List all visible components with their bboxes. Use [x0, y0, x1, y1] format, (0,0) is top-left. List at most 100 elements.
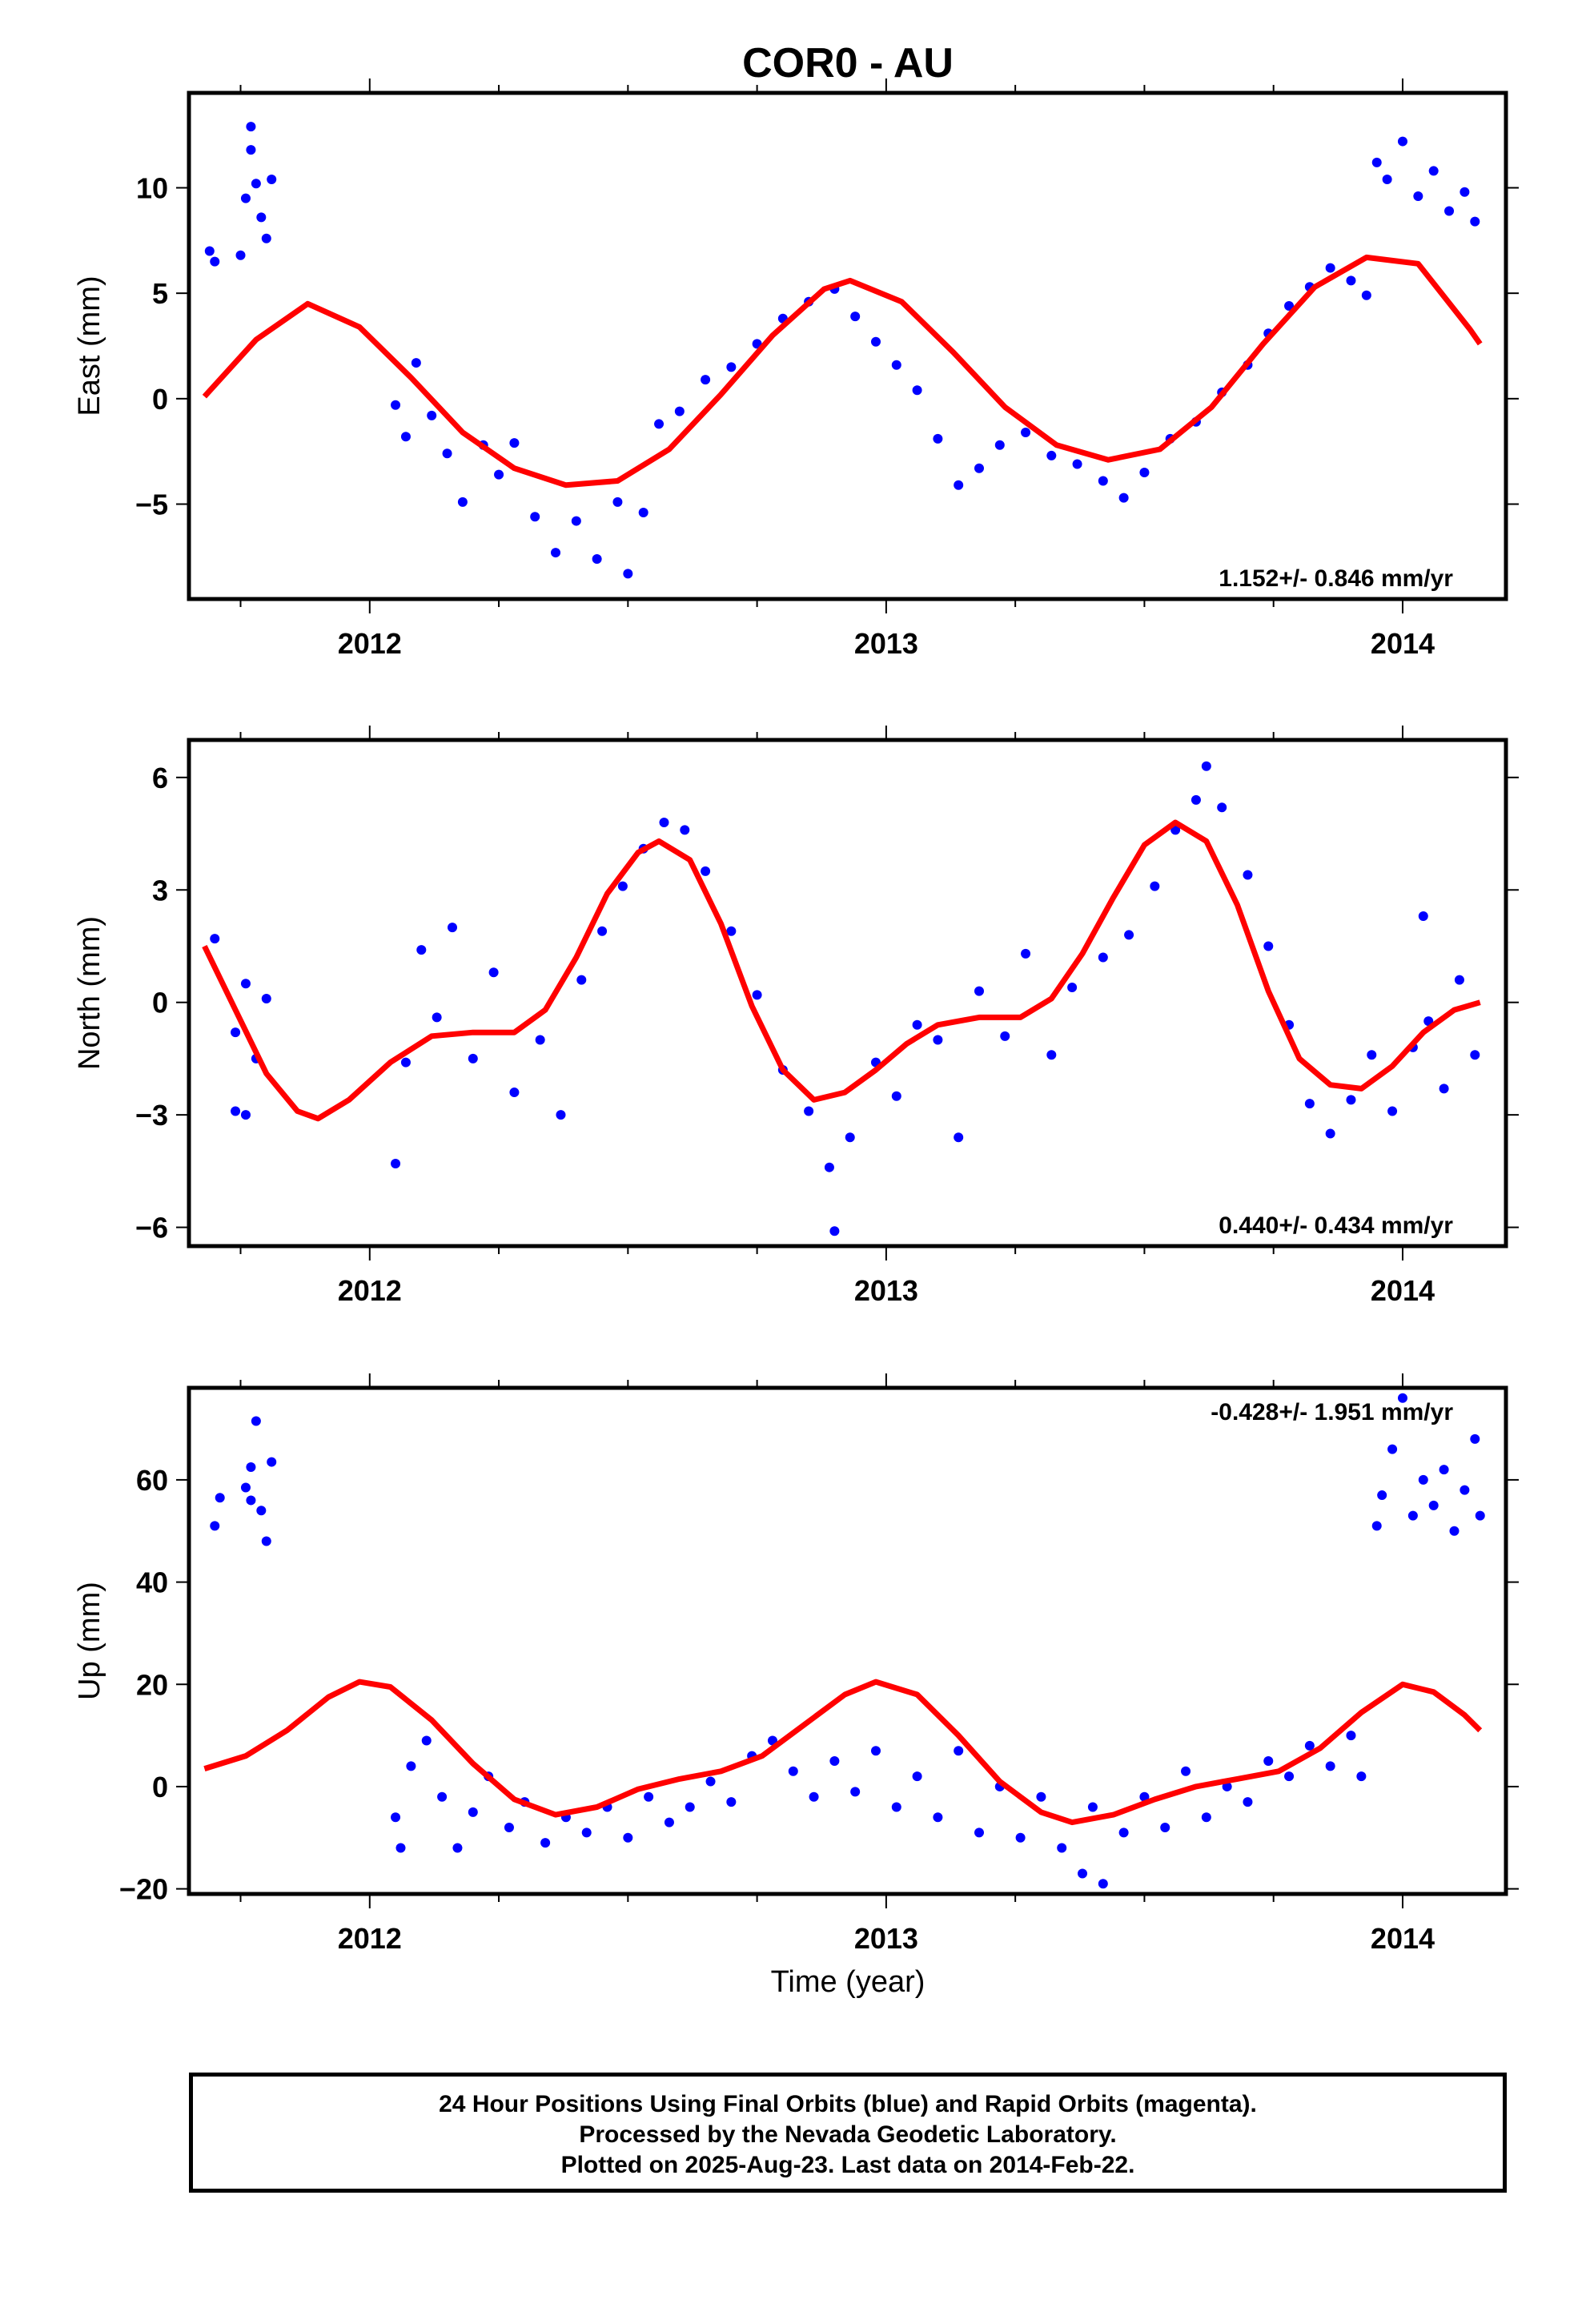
data-point	[845, 1132, 855, 1143]
data-point	[617, 881, 628, 891]
data-point	[457, 497, 468, 507]
panel-east: 2012 2013 2014 −5 0 5 10 East (mm) 1.152+/- 0.84…	[73, 78, 1519, 660]
data-point	[829, 1226, 840, 1236]
data-point	[850, 312, 861, 322]
panel-up: 2012 2013 2014 −20 0 20 40 60 Up (mm) -0.428+/- 1…	[73, 1373, 1519, 1955]
y-tick-label: 0	[152, 1771, 168, 1803]
data-point	[612, 497, 623, 507]
data-point	[256, 1506, 267, 1516]
data-point	[1046, 450, 1057, 460]
data-point	[912, 385, 922, 396]
data-point	[1346, 1731, 1356, 1741]
rate-label: 1.152+/- 0.846 mm/yr	[1219, 565, 1453, 592]
data-point	[933, 1812, 943, 1823]
data-point	[1387, 1444, 1398, 1454]
data-point	[1382, 174, 1392, 184]
data-point	[1139, 1791, 1150, 1802]
y-tick-label: 0	[152, 987, 168, 1019]
data-point	[437, 1791, 448, 1802]
data-point	[1387, 1106, 1398, 1116]
y-axis-label: Up (mm)	[73, 1582, 106, 1700]
data-point	[726, 1797, 737, 1807]
data-point	[210, 256, 220, 267]
data-point	[592, 553, 602, 564]
data-point	[1072, 459, 1082, 469]
x-tick-label: 2014	[1371, 1922, 1435, 1955]
data-point	[674, 406, 685, 416]
caption-box: 24 Hour Positions Using Final Orbits (bl…	[189, 2073, 1507, 2193]
data-point	[680, 825, 690, 835]
data-point	[442, 448, 452, 459]
y-tick-label: 60	[136, 1464, 168, 1497]
data-point	[556, 1110, 566, 1120]
data-point	[1087, 1802, 1098, 1812]
data-point	[1098, 476, 1108, 486]
data-point	[421, 1735, 432, 1746]
data-point	[638, 508, 648, 518]
model-fit-line	[202, 254, 1483, 489]
data-point	[1118, 493, 1129, 503]
y-tick-label: 5	[152, 277, 168, 310]
data-point	[1036, 1791, 1046, 1802]
data-point	[261, 994, 271, 1004]
data-point	[1428, 1500, 1439, 1510]
data-point	[391, 400, 401, 410]
data-point	[1021, 427, 1031, 437]
data-point	[235, 250, 246, 260]
data-point	[912, 1019, 922, 1030]
data-point	[1160, 1823, 1170, 1833]
data-point	[705, 1776, 716, 1787]
data-point	[267, 1457, 277, 1467]
data-point	[400, 432, 411, 442]
data-point	[1428, 166, 1439, 176]
data-point	[850, 1787, 861, 1797]
x-tick-label: 2013	[854, 1922, 918, 1955]
data-point	[1217, 802, 1227, 813]
data-point	[448, 923, 457, 933]
figure-title: COR0 - AU	[742, 40, 954, 86]
data-point	[912, 1771, 922, 1782]
data-point	[1000, 1031, 1010, 1041]
data-points	[202, 761, 1481, 1236]
data-point	[685, 1802, 695, 1812]
data-point	[1139, 468, 1150, 477]
x-tick-label: 2013	[854, 1274, 918, 1307]
data-point	[994, 440, 1005, 450]
data-point	[1449, 1526, 1460, 1536]
data-point	[1021, 948, 1031, 959]
data-point	[1418, 911, 1428, 922]
data-point	[432, 1012, 442, 1023]
data-point	[240, 979, 251, 989]
x-tick-label: 2013	[854, 627, 918, 660]
data-point	[494, 469, 504, 480]
data-point	[1407, 1510, 1418, 1521]
data-point	[623, 1832, 633, 1843]
data-point	[954, 1132, 964, 1143]
data-point	[1367, 1050, 1377, 1060]
data-point	[488, 967, 499, 978]
data-point	[1243, 870, 1253, 880]
data-point	[416, 945, 427, 955]
caption-line-1: 24 Hour Positions Using Final Orbits (bl…	[439, 2091, 1257, 2117]
data-point	[1304, 1740, 1315, 1751]
data-point	[240, 193, 251, 203]
data-point	[468, 1053, 478, 1063]
data-point	[1444, 206, 1455, 216]
data-point	[1475, 1510, 1485, 1521]
data-point	[1201, 761, 1211, 771]
data-point	[1078, 1868, 1088, 1879]
data-point	[535, 1035, 545, 1045]
data-point	[1346, 1095, 1356, 1105]
data-point	[1397, 1393, 1407, 1403]
rate-label: 0.440+/- 0.434 mm/yr	[1219, 1212, 1453, 1239]
data-point	[391, 1812, 401, 1823]
y-tick-label: 6	[152, 762, 168, 794]
data-point	[1470, 1050, 1480, 1060]
data-point	[597, 926, 608, 936]
data-point	[1118, 1827, 1129, 1838]
data-point	[406, 1761, 416, 1771]
data-point	[504, 1823, 514, 1833]
model-fit-line	[202, 819, 1481, 1122]
data-point	[210, 934, 220, 944]
